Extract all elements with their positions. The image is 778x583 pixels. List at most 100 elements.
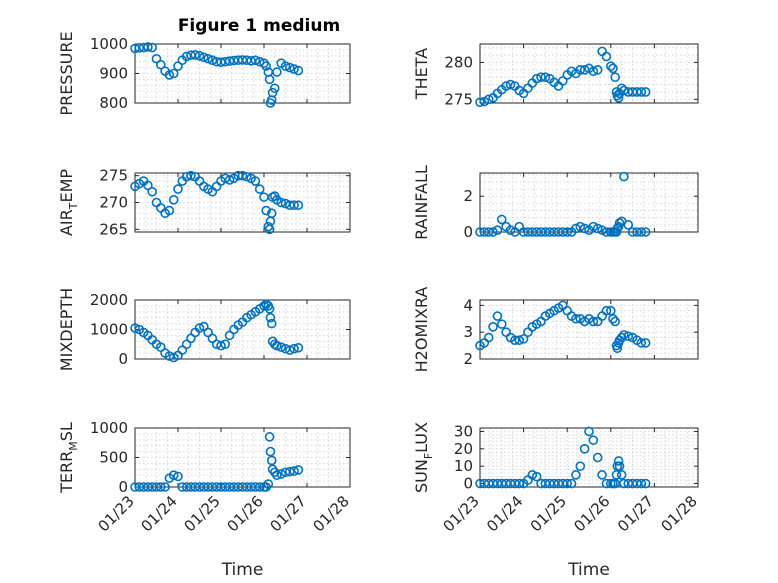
x-tick-label: 01/23: [95, 492, 138, 535]
data-point: [289, 64, 299, 74]
y-tick-label: 30: [454, 422, 473, 440]
y-axis-label-subscript: M: [67, 441, 80, 451]
data-point: [540, 72, 551, 82]
data-point: [475, 97, 485, 108]
data-point: [531, 73, 542, 84]
data-point: [610, 316, 620, 327]
data-point: [156, 59, 166, 70]
x-tick-label: 01/28: [658, 492, 701, 535]
data-point: [514, 478, 525, 489]
subplot-rainfall: 0 2 RAINFALL: [412, 165, 699, 241]
data-point: [514, 335, 525, 346]
y-tick-label: 20: [454, 440, 473, 458]
data-point: [261, 205, 271, 216]
y-axis-label-main: MIXDEPTH: [57, 288, 76, 371]
data-point: [616, 332, 627, 343]
data-point: [623, 331, 634, 342]
data-point: [284, 345, 295, 355]
data-point: [284, 466, 295, 477]
data-point: [616, 470, 627, 480]
data-point: [488, 322, 498, 332]
data-point: [505, 225, 516, 236]
y-axis-label: PRESSURE: [57, 31, 76, 115]
data-point: [261, 61, 271, 71]
x-tick-label: 01/26: [570, 492, 613, 535]
data-point: [483, 227, 494, 237]
y-axis-label: AIRTEMP: [57, 169, 80, 236]
data-point: [207, 55, 218, 66]
data-point: [562, 478, 573, 489]
data-point: [623, 220, 634, 230]
y-axis-label-main: SUN: [412, 459, 431, 493]
y-tick-label: 1000: [90, 419, 128, 437]
data-point: [194, 50, 205, 61]
data-point: [527, 470, 538, 480]
data-point: [186, 170, 196, 181]
data-point: [592, 223, 603, 234]
data-point: [143, 180, 153, 191]
data-point: [579, 444, 590, 454]
y-axis-label: SUNFLUX: [412, 422, 435, 493]
data-point: [562, 227, 573, 237]
data-point: [640, 338, 651, 348]
axes-frame: [479, 172, 699, 233]
data-point: [608, 313, 618, 324]
data-point: [265, 446, 276, 457]
subplot-terr: 0 500 1000 TERRMSL 01/23 01/24 01/25 01/26 01/27…: [57, 419, 353, 580]
data-point: [492, 225, 503, 236]
data-point: [613, 93, 624, 103]
data-point: [168, 195, 179, 205]
data-point: [614, 218, 625, 228]
x-axis-label: Time: [221, 560, 264, 580]
y-axis-label-subscript: F: [422, 453, 435, 459]
data-point: [242, 171, 252, 182]
data-point: [566, 478, 577, 489]
data-point: [571, 313, 581, 324]
y-tick-label: 900: [99, 65, 128, 83]
data-point: [613, 456, 624, 466]
data-point: [293, 65, 304, 76]
data-point: [160, 482, 170, 492]
data-point: [289, 343, 299, 354]
data-point: [636, 227, 647, 237]
y-tick-label: 10: [454, 457, 473, 475]
y-tick-label: 2: [463, 350, 473, 368]
data-point: [605, 61, 616, 71]
data-point: [640, 478, 651, 489]
data-point: [588, 316, 599, 327]
data-point: [483, 94, 494, 105]
data-point: [579, 65, 590, 75]
data-point: [284, 62, 295, 73]
y-axis-label-main: AIR: [57, 209, 76, 236]
subplot-h2omixra: 2 3 4 H2OMIXRA: [412, 287, 699, 373]
subplot-pressure: 800 900 1000 PRESSURE: [57, 31, 351, 116]
data-point: [254, 482, 265, 492]
data-point: [608, 63, 618, 74]
data-point: [496, 214, 507, 225]
data-point: [263, 479, 274, 489]
y-axis-label: RAINFALL: [412, 165, 431, 240]
data-point: [612, 223, 623, 234]
data-point: [592, 65, 603, 75]
y-tick-label: 500: [99, 449, 128, 467]
figure-title: Figure 1 medium: [178, 16, 340, 36]
data-point: [619, 85, 629, 96]
data-point: [266, 318, 277, 329]
y-axis-label-main: H2OMIXRA: [412, 287, 431, 373]
data-point: [289, 466, 299, 476]
data-point: [510, 335, 520, 346]
data-point: [492, 311, 503, 321]
data-point: [640, 87, 651, 97]
x-tick-label: 01/24: [483, 492, 526, 535]
data-point: [601, 51, 612, 62]
y-tick-label: 0: [118, 478, 128, 496]
data-point: [216, 340, 226, 351]
data-point: [264, 74, 275, 85]
data-point: [575, 221, 586, 232]
subplot-air: 265 270 275 AIRTEMP: [57, 167, 351, 238]
data-point: [610, 72, 620, 82]
data-point: [237, 170, 248, 181]
data-point: [293, 200, 304, 210]
x-tick-label: 01/25: [181, 492, 224, 535]
